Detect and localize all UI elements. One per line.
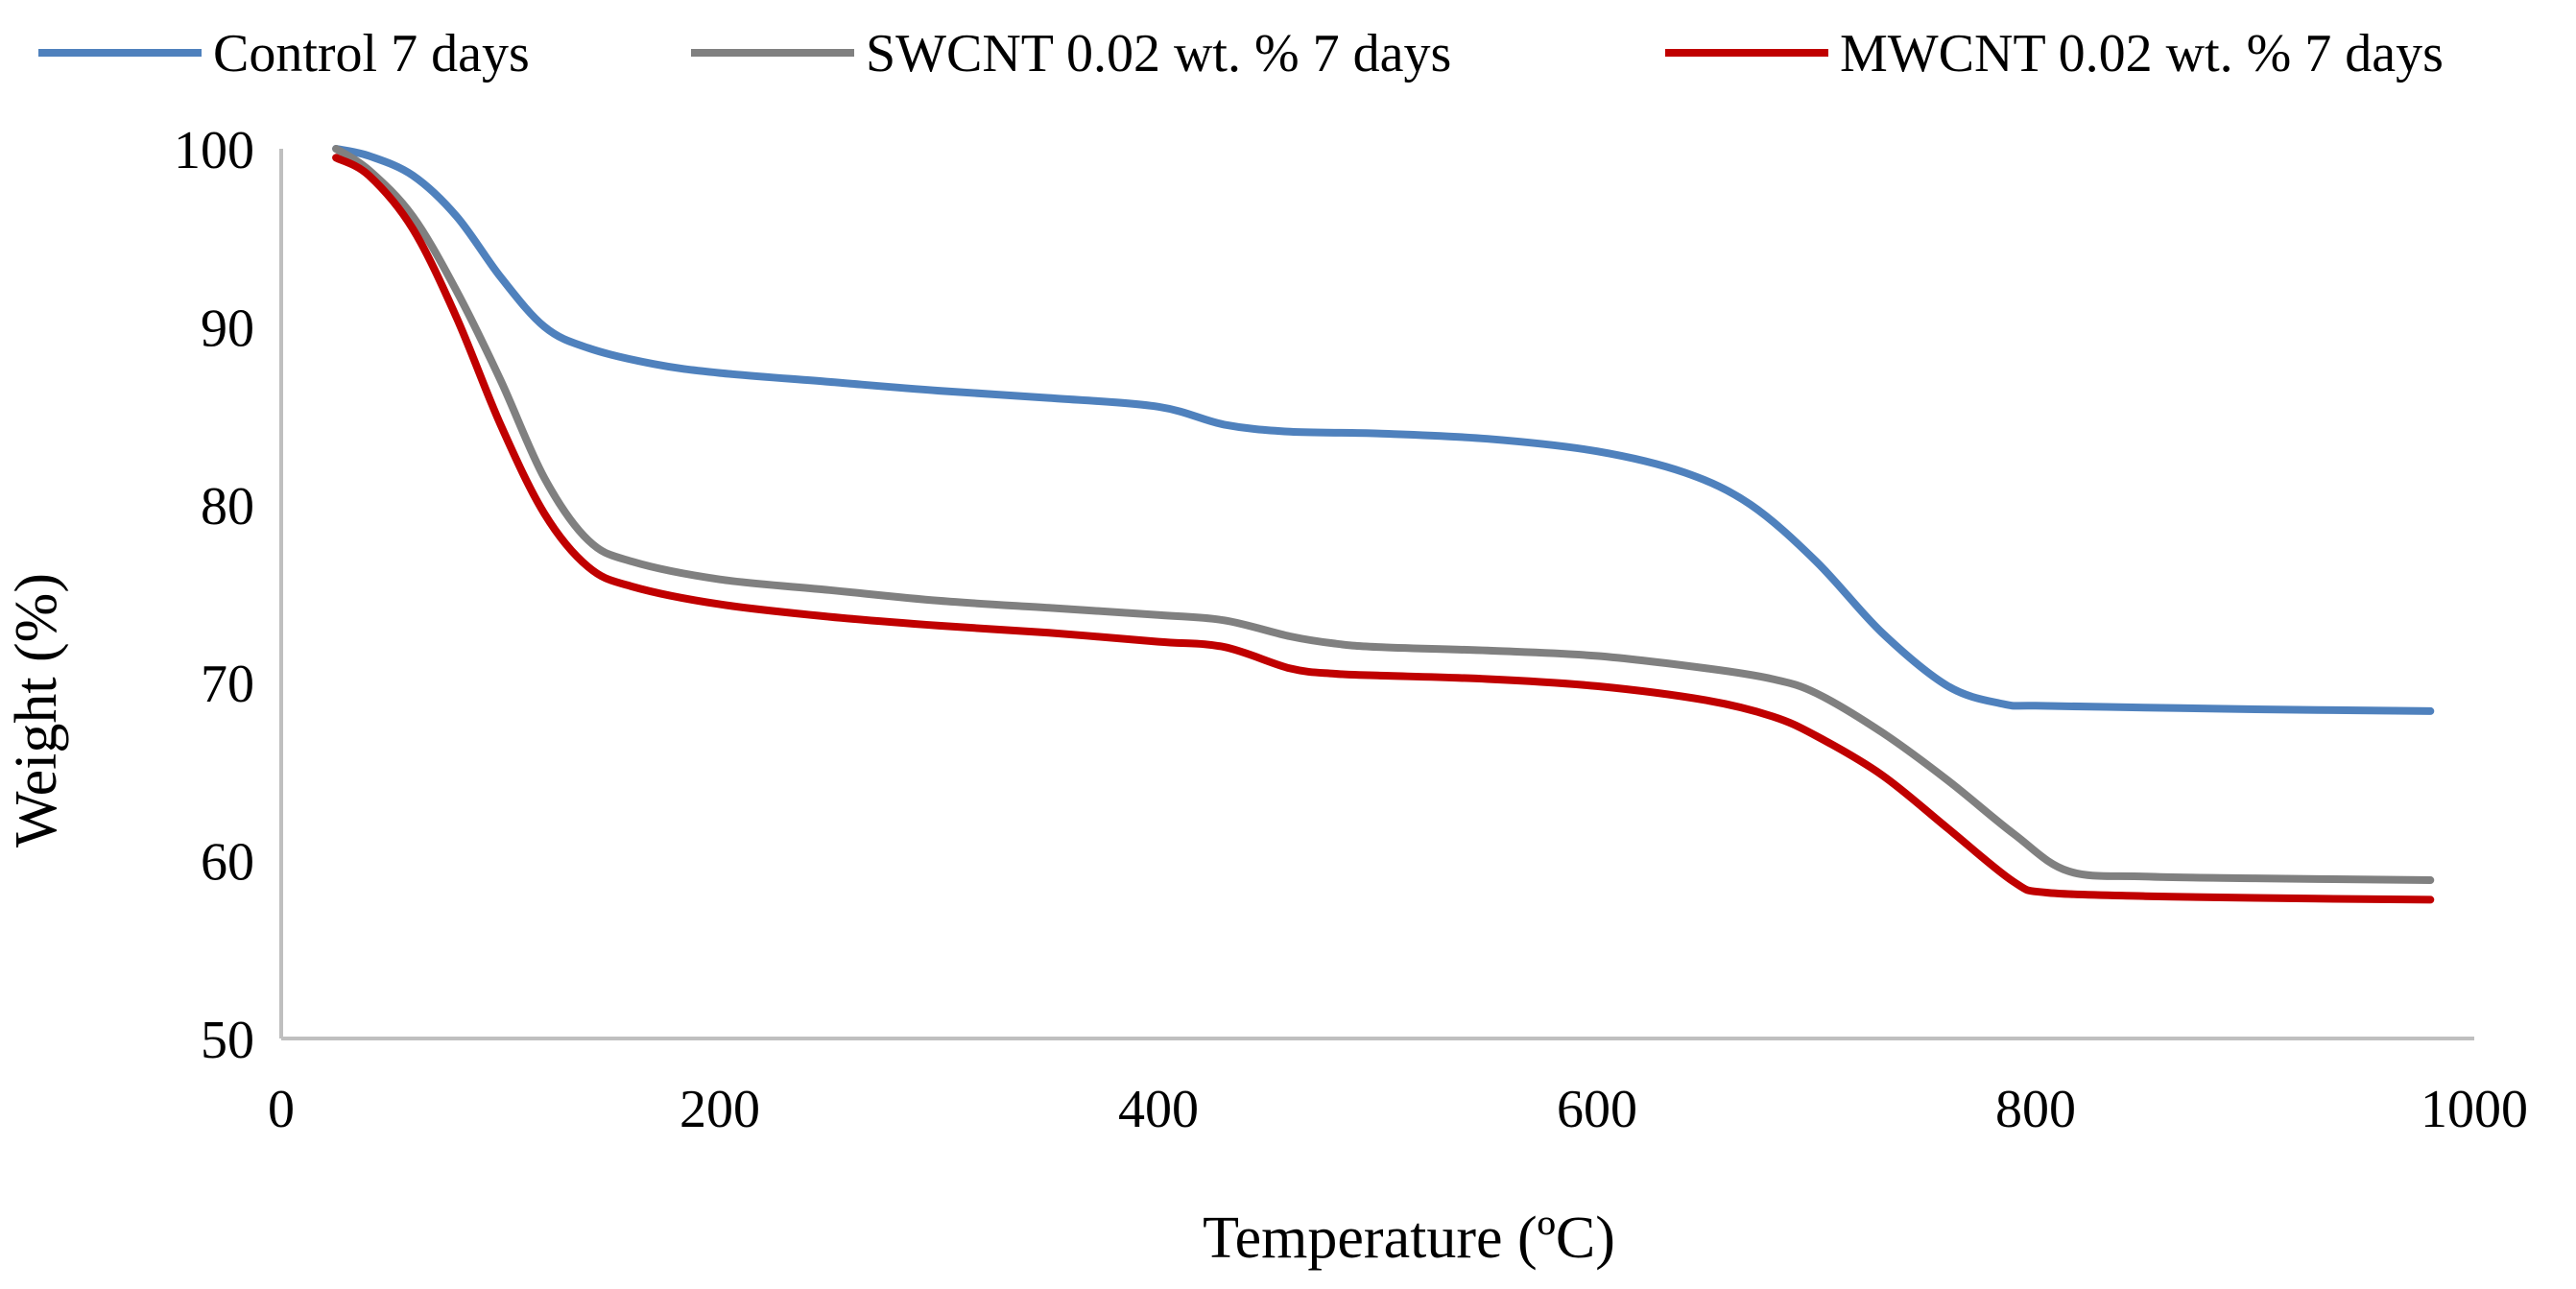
legend-label: Control 7 days: [213, 24, 530, 84]
legend-label: SWCNT 0.02 wt. % 7 days: [866, 24, 1451, 84]
y-tick-label: 90: [201, 298, 254, 358]
x-tick-label: 400: [1118, 1080, 1199, 1139]
legend-item-swcnt-0-02-7-days: SWCNT 0.02 wt. % 7 days: [691, 24, 1451, 84]
series-line-control-7-days: [332, 145, 2435, 715]
legend-label: MWCNT 0.02 wt. % 7 days: [1840, 24, 2444, 84]
x-tick-label: 1000: [2421, 1080, 2528, 1139]
x-tick-label: 0: [268, 1080, 295, 1139]
legend-item-control-7-days: Control 7 days: [38, 24, 530, 84]
series-layer: [332, 145, 2435, 904]
axes-layer: [279, 149, 2474, 1040]
series-line-mwcnt-0-02-7-days: [332, 154, 2435, 904]
y-tick-label: 100: [174, 121, 254, 180]
x-tick-label: 800: [1995, 1080, 2076, 1139]
y-tick-label: 70: [201, 655, 254, 714]
legend: Control 7 days SWCNT 0.02 wt. % 7 days MWC…: [38, 24, 2444, 84]
y-tick-label: 80: [201, 477, 254, 537]
legend-item-mwcnt-0-02-7-days: MWCNT 0.02 wt. % 7 days: [1665, 24, 2444, 84]
series-line-swcnt-0-02-7-days: [332, 145, 2435, 884]
x-axis-title: Temperature (ºC): [1203, 1205, 1615, 1271]
y-tick-label: 50: [201, 1011, 254, 1070]
y-tick-label: 60: [201, 833, 254, 893]
y-axis-title: Weight (%): [4, 573, 69, 847]
x-tick-label: 600: [1557, 1080, 1637, 1139]
x-tick-label: 200: [680, 1080, 760, 1139]
